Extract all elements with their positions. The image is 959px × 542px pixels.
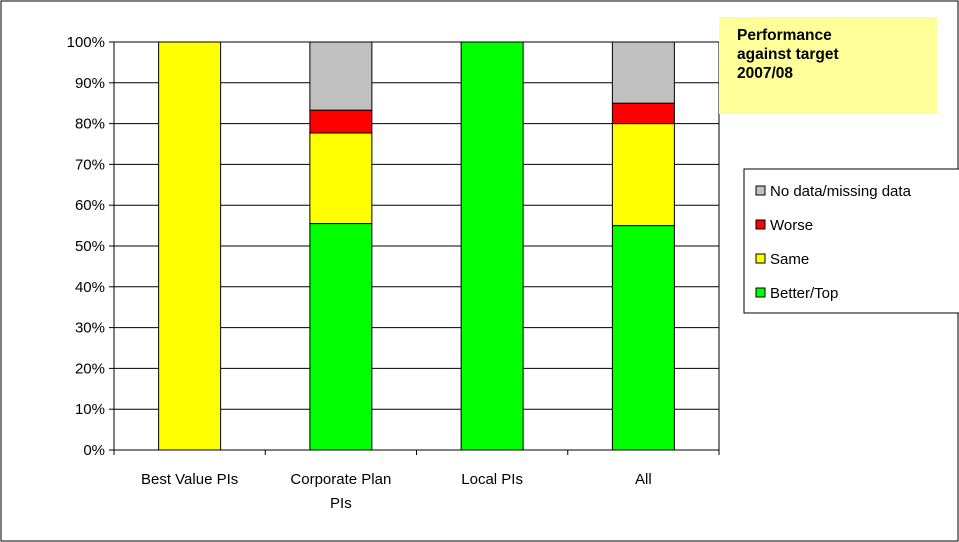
legend-label: Worse [770, 217, 813, 234]
bar-segment [309, 41, 373, 111]
y-tick-label: 90% [75, 75, 105, 92]
legend-label: Same [770, 251, 809, 268]
y-tick-label: 40% [75, 279, 105, 296]
bar-segment [611, 102, 675, 125]
y-tick-labels: 0% 10% 20% 30% 40% 50% 60% 70% 80% 90% 100% [67, 34, 105, 459]
y-tick-label: 100% [67, 34, 105, 51]
legend-swatch [755, 287, 766, 298]
y-tick-label: 10% [75, 401, 105, 418]
x-category-labels: Best Value PIs Corporate Plan PIs Local PIs… [141, 471, 652, 512]
legend-label: Better/Top [770, 285, 838, 302]
bar-segment [611, 123, 675, 227]
bar-segment [611, 41, 675, 104]
legend-swatch [755, 185, 766, 196]
x-category-label: PIs [330, 495, 352, 512]
title-box [719, 17, 937, 114]
x-category-label: Best Value PIs [141, 471, 238, 488]
legend-swatch [755, 253, 766, 264]
y-tick-label: 70% [75, 156, 105, 173]
y-tick-label: 50% [75, 238, 105, 255]
bar-segment [158, 41, 222, 451]
axes [109, 41, 720, 455]
y-tick-label: 20% [75, 360, 105, 377]
chart-title: Performance against target 2007/08 [719, 17, 937, 114]
legend-label: No data/missing data [770, 183, 912, 200]
y-tick-label: 0% [83, 442, 105, 459]
y-tick-label: 30% [75, 320, 105, 337]
legend-box [743, 168, 959, 314]
bar-segment [309, 223, 373, 451]
x-category-label: Corporate Plan [290, 471, 391, 488]
legend-swatch [755, 219, 766, 230]
chart-title-line: Performance [737, 27, 832, 44]
bar-segment [611, 225, 675, 451]
x-category-label: Local PIs [461, 471, 523, 488]
chart-title-line: against target [737, 46, 839, 63]
legend: No data/missing data Worse Same Better/Top [743, 168, 959, 314]
bars [158, 41, 675, 451]
x-category-label: All [635, 471, 652, 488]
bar-segment [309, 109, 373, 134]
chart-title-line: 2007/08 [737, 65, 793, 82]
y-tick-label: 60% [75, 197, 105, 214]
bar-segment [309, 132, 373, 225]
y-tick-label: 80% [75, 116, 105, 133]
bar-segment [460, 41, 524, 451]
